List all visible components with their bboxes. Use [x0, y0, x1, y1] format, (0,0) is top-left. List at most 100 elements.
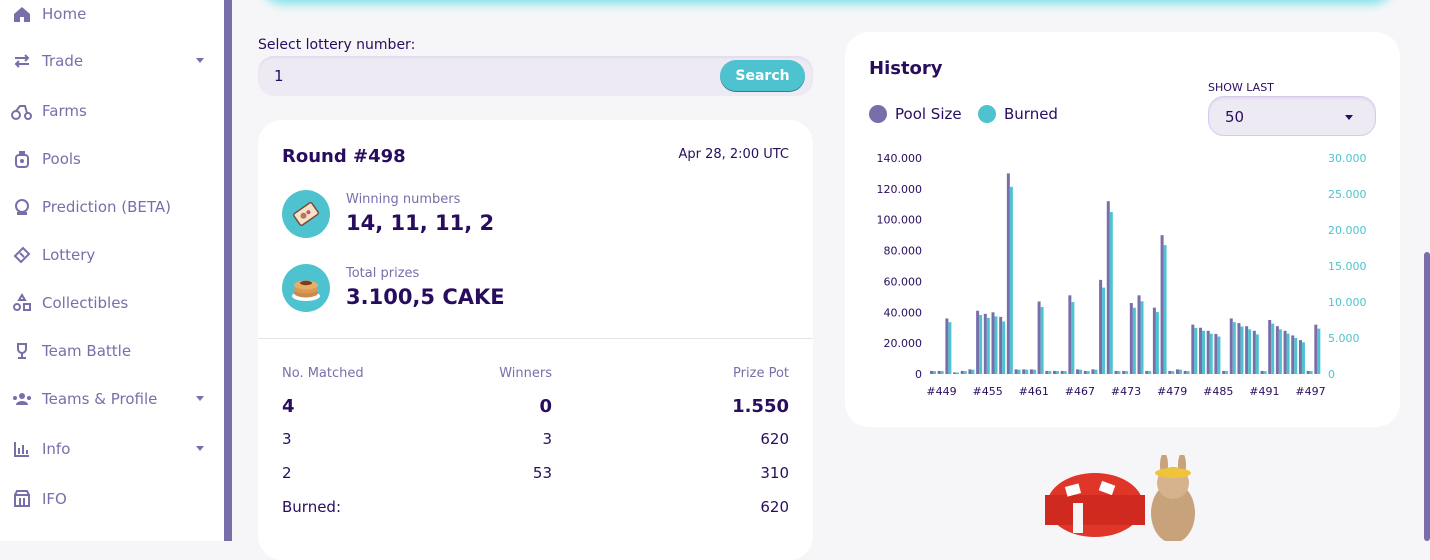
row-4-winners: 0 — [539, 396, 552, 417]
burned-bar — [1094, 369, 1098, 374]
left-axis-tick-label: 120.000 — [877, 183, 923, 196]
trophy-icon — [11, 340, 33, 362]
sidebar-item-label: Collectibles — [42, 294, 129, 312]
burned-bar — [1194, 327, 1198, 374]
sidebar-item-collectibles[interactable]: Collectibles — [0, 283, 224, 323]
pool-size-bar — [937, 370, 941, 374]
burned-bar — [963, 371, 967, 374]
sidebar-item-trade[interactable]: Trade — [0, 41, 224, 81]
pool-size-bar — [999, 316, 1003, 374]
pool-size-bar — [1229, 318, 1233, 374]
burned-bar — [1109, 212, 1113, 374]
sidebar-item-teams-profile[interactable]: Teams & Profile — [0, 379, 224, 419]
pool-size-bar — [1260, 370, 1264, 374]
left-axis-tick-label: 0 — [915, 368, 922, 381]
pool-size-bar — [1160, 235, 1164, 374]
chevron-down-icon[interactable] — [196, 446, 204, 451]
pool-size-bar — [1183, 370, 1187, 374]
pool-size-bar — [1175, 369, 1179, 374]
pool-size-bar — [1122, 370, 1126, 374]
right-axis-tick-label: 5.000 — [1328, 332, 1360, 345]
sidebar-item-farms[interactable]: Farms — [0, 91, 224, 131]
farms-icon — [11, 100, 33, 122]
row-2-prize: 310 — [760, 464, 789, 482]
sidebar-item-ifo[interactable]: IFO — [0, 479, 224, 519]
burned-bar — [1032, 369, 1036, 374]
burned-bar — [1086, 371, 1090, 374]
x-axis-tick-label: #449 — [926, 385, 956, 398]
pool-size-bar — [1252, 330, 1256, 374]
pool-size-bar — [1076, 369, 1080, 374]
pool-size-bar — [1199, 327, 1203, 374]
burned-dot-icon — [978, 105, 996, 123]
sidebar-item-info[interactable]: Info — [0, 429, 224, 469]
burned-bar — [1202, 330, 1206, 374]
burned-bar — [1117, 371, 1121, 374]
burned-bar — [1009, 186, 1013, 374]
pool-size-bar — [1306, 370, 1310, 374]
pool-size-bar — [953, 372, 957, 374]
legend-burned: Burned — [978, 105, 1058, 123]
teams-icon — [11, 388, 33, 410]
sidebar-item-lottery[interactable]: Lottery — [0, 235, 224, 275]
sidebar-item-label: Pools — [42, 150, 81, 168]
pool-size-bar — [960, 370, 964, 374]
burned-bar — [1163, 245, 1167, 374]
lottery-number-value[interactable]: 1 — [274, 67, 284, 85]
right-axis-tick-label: 15.000 — [1328, 260, 1367, 273]
pancake-icon — [282, 264, 330, 312]
pool-size-bar — [1091, 369, 1095, 374]
row-3-prize: 620 — [760, 430, 789, 448]
ifo-icon — [11, 488, 33, 510]
burned-bar — [1232, 322, 1236, 374]
show-last-select[interactable]: 50 — [1208, 96, 1376, 136]
sidebar-item-label: Teams & Profile — [42, 390, 158, 408]
burned-bar — [1140, 301, 1144, 374]
chevron-down-icon[interactable] — [1345, 115, 1353, 120]
sidebar-item-prediction-beta[interactable]: Prediction (BETA) — [0, 187, 224, 227]
burned-bar — [1148, 371, 1152, 374]
scrollbar-thumb[interactable] — [1424, 252, 1430, 541]
burned-bar — [1271, 323, 1275, 374]
pool-size-bar — [945, 318, 949, 374]
sidebar-item-team-battle[interactable]: Team Battle — [0, 331, 224, 371]
burned-bar — [1155, 312, 1159, 374]
sidebar-item-label: Farms — [42, 102, 87, 120]
total-prizes-value: 3.100,5 CAKE — [346, 285, 505, 309]
burned-bar — [1132, 307, 1136, 374]
show-last-value[interactable]: 50 — [1225, 108, 1245, 126]
x-axis-tick-label: #455 — [973, 385, 1003, 398]
pool-size-bar — [983, 313, 987, 374]
burned-bar — [1317, 328, 1321, 374]
round-title: Round #498 — [282, 146, 406, 167]
pool-size-bar — [1037, 301, 1041, 374]
row-3-winners: 3 — [542, 430, 552, 448]
lottery-number-input[interactable]: 1 Search — [258, 56, 813, 96]
search-button[interactable]: Search — [720, 60, 805, 92]
sidebar-item-pools[interactable]: Pools — [0, 139, 224, 179]
burned-label: Burned: — [282, 498, 342, 516]
burned-bar — [1055, 371, 1059, 374]
pool-size-bar — [1152, 307, 1156, 374]
x-axis-tick-label: #467 — [1065, 385, 1095, 398]
pool-size-bar — [1045, 370, 1049, 374]
left-axis-tick-label: 60.000 — [884, 275, 923, 288]
chevron-down-icon[interactable] — [196, 58, 204, 63]
burned-bar — [1002, 321, 1006, 374]
x-axis-tick-label: #479 — [1157, 385, 1187, 398]
header-prize-pot: Prize Pot — [733, 366, 789, 381]
burned-bar — [1278, 329, 1282, 374]
left-axis-tick-label: 140.000 — [877, 152, 923, 165]
pool-size-bar — [1222, 370, 1226, 374]
sidebar-item-home[interactable]: Home — [0, 0, 224, 34]
x-axis-tick-label: #473 — [1111, 385, 1141, 398]
sidebar-item-label: Trade — [42, 52, 84, 70]
sidebar: Home Trade Farms Pools Prediction (BETA) Lott… — [0, 0, 224, 541]
burned-bar — [1171, 371, 1175, 374]
burned-bar — [1255, 334, 1259, 374]
burned-bar — [1286, 333, 1290, 374]
sidebar-item-label: IFO — [42, 490, 67, 508]
burned-bar — [971, 369, 975, 374]
chevron-down-icon[interactable] — [196, 396, 204, 401]
pool-size-bar — [1191, 324, 1195, 374]
